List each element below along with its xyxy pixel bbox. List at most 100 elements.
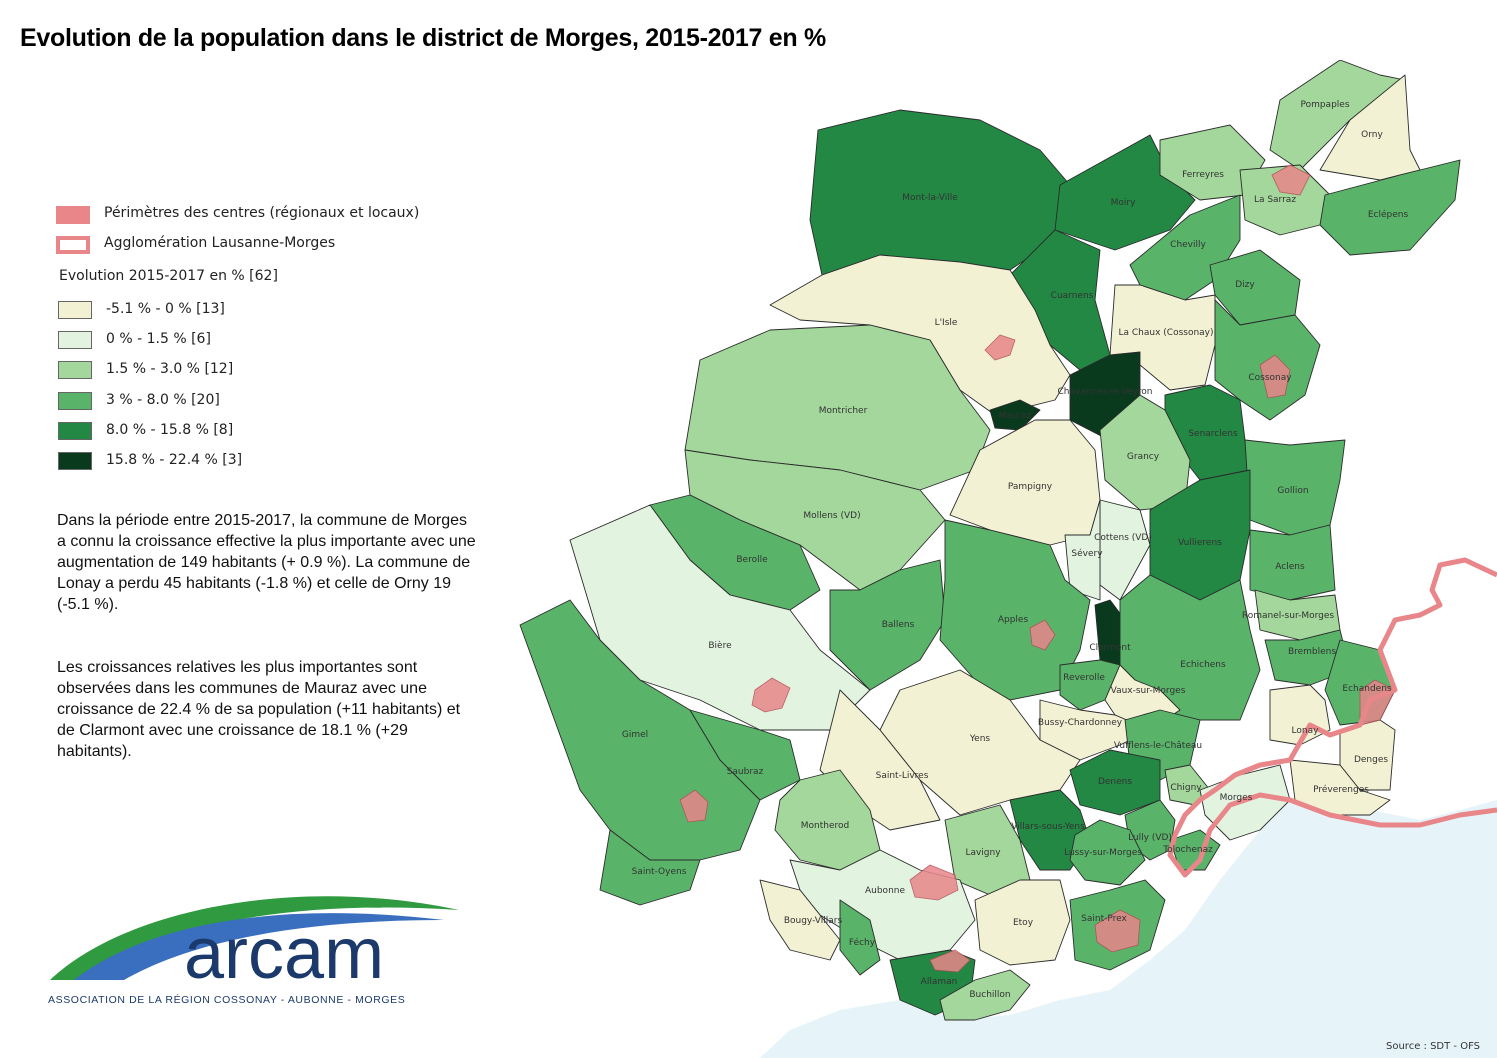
commune-label: L'Isle: [935, 318, 958, 328]
source-note: Source : SDT - OFS: [1386, 1041, 1480, 1052]
logo-subtitle: ASSOCIATION DE LA RÉGION COSSONAY - AUBO…: [48, 994, 406, 1006]
commune-label: Cuarnens: [1051, 291, 1094, 301]
commune-label: Vullierens: [1178, 538, 1222, 548]
class-label: -5.1 % - 0 % [13]: [106, 301, 225, 317]
commune-label: Montricher: [819, 406, 868, 416]
legend: Périmètres des centres (régionaux et loc…: [56, 200, 476, 284]
commune-label: Dizy: [1235, 280, 1255, 290]
commune-grancy: [1099, 394, 1191, 511]
legend-agglo: Agglomération Lausanne-Morges: [56, 230, 476, 260]
commune-label: Grancy: [1127, 452, 1160, 462]
class-swatch: [58, 331, 92, 350]
commune-label: Denges: [1354, 755, 1388, 765]
centre-perimeter: [909, 864, 959, 901]
commune-label: Chevilly: [1170, 240, 1206, 250]
commune-label: Vufflens-le-Château: [1114, 741, 1202, 751]
centre-perimeter: [1259, 354, 1291, 399]
commune-label: Féchy: [849, 937, 876, 948]
commune-label: Bussy-Chardonney: [1038, 718, 1123, 728]
commune-label: Lavigny: [965, 848, 1001, 858]
commune-lonay: [1269, 684, 1331, 746]
commune-label: Lully (VD): [1128, 833, 1172, 843]
class-label: 15.8 % - 22.4 % [3]: [106, 451, 243, 468]
commune-label: Montherod: [801, 821, 849, 831]
commune-ecl-pens: [1319, 159, 1461, 256]
commune-saint-oyens: [599, 829, 701, 906]
commentary-paragraph-1: Dans la période entre 2015-2017, la comm…: [57, 512, 476, 613]
commune-label: La Sarraz: [1254, 195, 1296, 205]
commune-label: Pampigny: [1008, 482, 1053, 492]
lake-leman: [760, 790, 1497, 1058]
commune-label: Sévery: [1071, 548, 1103, 559]
commune-label: Mauraz: [999, 411, 1032, 421]
legend-centres: Périmètres des centres (régionaux et loc…: [56, 200, 476, 230]
agglo-swatch: [56, 236, 90, 254]
commune-label: Mont-la-Ville: [902, 193, 958, 203]
commentary-paragraph-2: Les croissances relatives les plus impor…: [57, 659, 461, 760]
commune-label: Echandens: [1342, 684, 1392, 694]
commune-label: Senarclens: [1188, 429, 1238, 439]
commune-label: Gimel: [622, 730, 648, 740]
commune-label: Chigny: [1170, 783, 1202, 793]
centre-perimeter: [751, 677, 791, 713]
commune-label: Lussy-sur-Morges: [1064, 848, 1142, 858]
logo-word: arcam: [184, 914, 384, 990]
commune-label: Saint-Prex: [1081, 914, 1127, 924]
commune-label: Lonay: [1292, 726, 1320, 736]
commune-aclens: [1249, 524, 1336, 601]
centre-perimeter: [1271, 164, 1311, 196]
class-label: 1.5 % - 3.0 % [12]: [106, 361, 234, 378]
centre-perimeter: [984, 334, 1016, 361]
arcam-logo: arcam: [50, 896, 459, 990]
commune-label: Mollens (VD): [803, 511, 860, 521]
class-label: 0 % - 1.5 % [6]: [106, 331, 211, 348]
legend-agglo-label: Agglomération Lausanne-Morges: [104, 235, 336, 251]
commune-gollion: [1244, 439, 1346, 536]
district-map: Mont-la-Ville Moiry Ferreyres Pompaples Orny…: [519, 60, 1497, 1058]
commune-label: Buchillon: [969, 990, 1010, 1000]
commune-mauraz: [989, 399, 1041, 431]
commune-label: Apples: [998, 615, 1029, 625]
class-swatch: [58, 301, 92, 319]
class-swatch: [58, 421, 92, 440]
commune-etoy: [974, 879, 1071, 966]
commune-label: Bière: [708, 640, 732, 651]
commune-label: Eclépens: [1368, 209, 1409, 220]
commune-label: Bougy-Villars: [784, 916, 843, 926]
labels-layer: Mont-la-Ville Moiry Ferreyres Pompaples Orny…: [622, 100, 1409, 1000]
commune-label: Aubonne: [865, 886, 905, 896]
legend-centres-label: Périmètres des centres (régionaux et loc…: [104, 205, 420, 221]
class-label: 3 % - 8.0 % [20]: [106, 391, 220, 408]
commune-lussy-sur-morges: [1069, 819, 1146, 886]
class-label: 8.0 % - 15.8 % [8]: [106, 421, 234, 438]
legend-heading: Evolution 2015-2017 en % [62]: [59, 268, 278, 284]
commune-label: Saint-Livres: [876, 771, 929, 781]
centre-perimeter: [1094, 909, 1141, 953]
commune-label: Orny: [1361, 130, 1383, 140]
commune-label: Ballens: [882, 620, 915, 630]
commune-bougy-villars: [759, 879, 841, 961]
commune-label: Echichens: [1180, 660, 1226, 670]
commune-label: Allaman: [921, 977, 958, 987]
commune-f-chy: [839, 899, 881, 976]
centre-perimeter: [1029, 619, 1056, 651]
commune-label: Etoy: [1013, 918, 1034, 928]
commune-label: Moiry: [1111, 198, 1136, 208]
commune-label: Romanel-sur-Morges: [1242, 611, 1334, 621]
commune-label: Bremblens: [1288, 647, 1336, 657]
commune-label: Clarmont: [1089, 643, 1131, 653]
class-swatch: [58, 361, 92, 380]
commune-buchillon: [939, 969, 1031, 1021]
class-swatch: [58, 451, 92, 470]
commune-s-very: [1064, 499, 1101, 601]
commune-label: Chavannes-le-Veyron: [1057, 387, 1152, 397]
centre-perimeter: [929, 949, 971, 973]
class-swatch: [58, 391, 92, 410]
commune-label: Tolochenaz: [1162, 845, 1213, 855]
commune-label: Pompaples: [1300, 100, 1349, 110]
agglomeration-outline: [1167, 557, 1497, 878]
centres-swatch: [56, 206, 90, 224]
commune-label: Ferreyres: [1182, 170, 1224, 180]
map-title: Evolution de la population dans le distr…: [20, 24, 826, 52]
commune-label: Reverolle: [1063, 673, 1105, 683]
